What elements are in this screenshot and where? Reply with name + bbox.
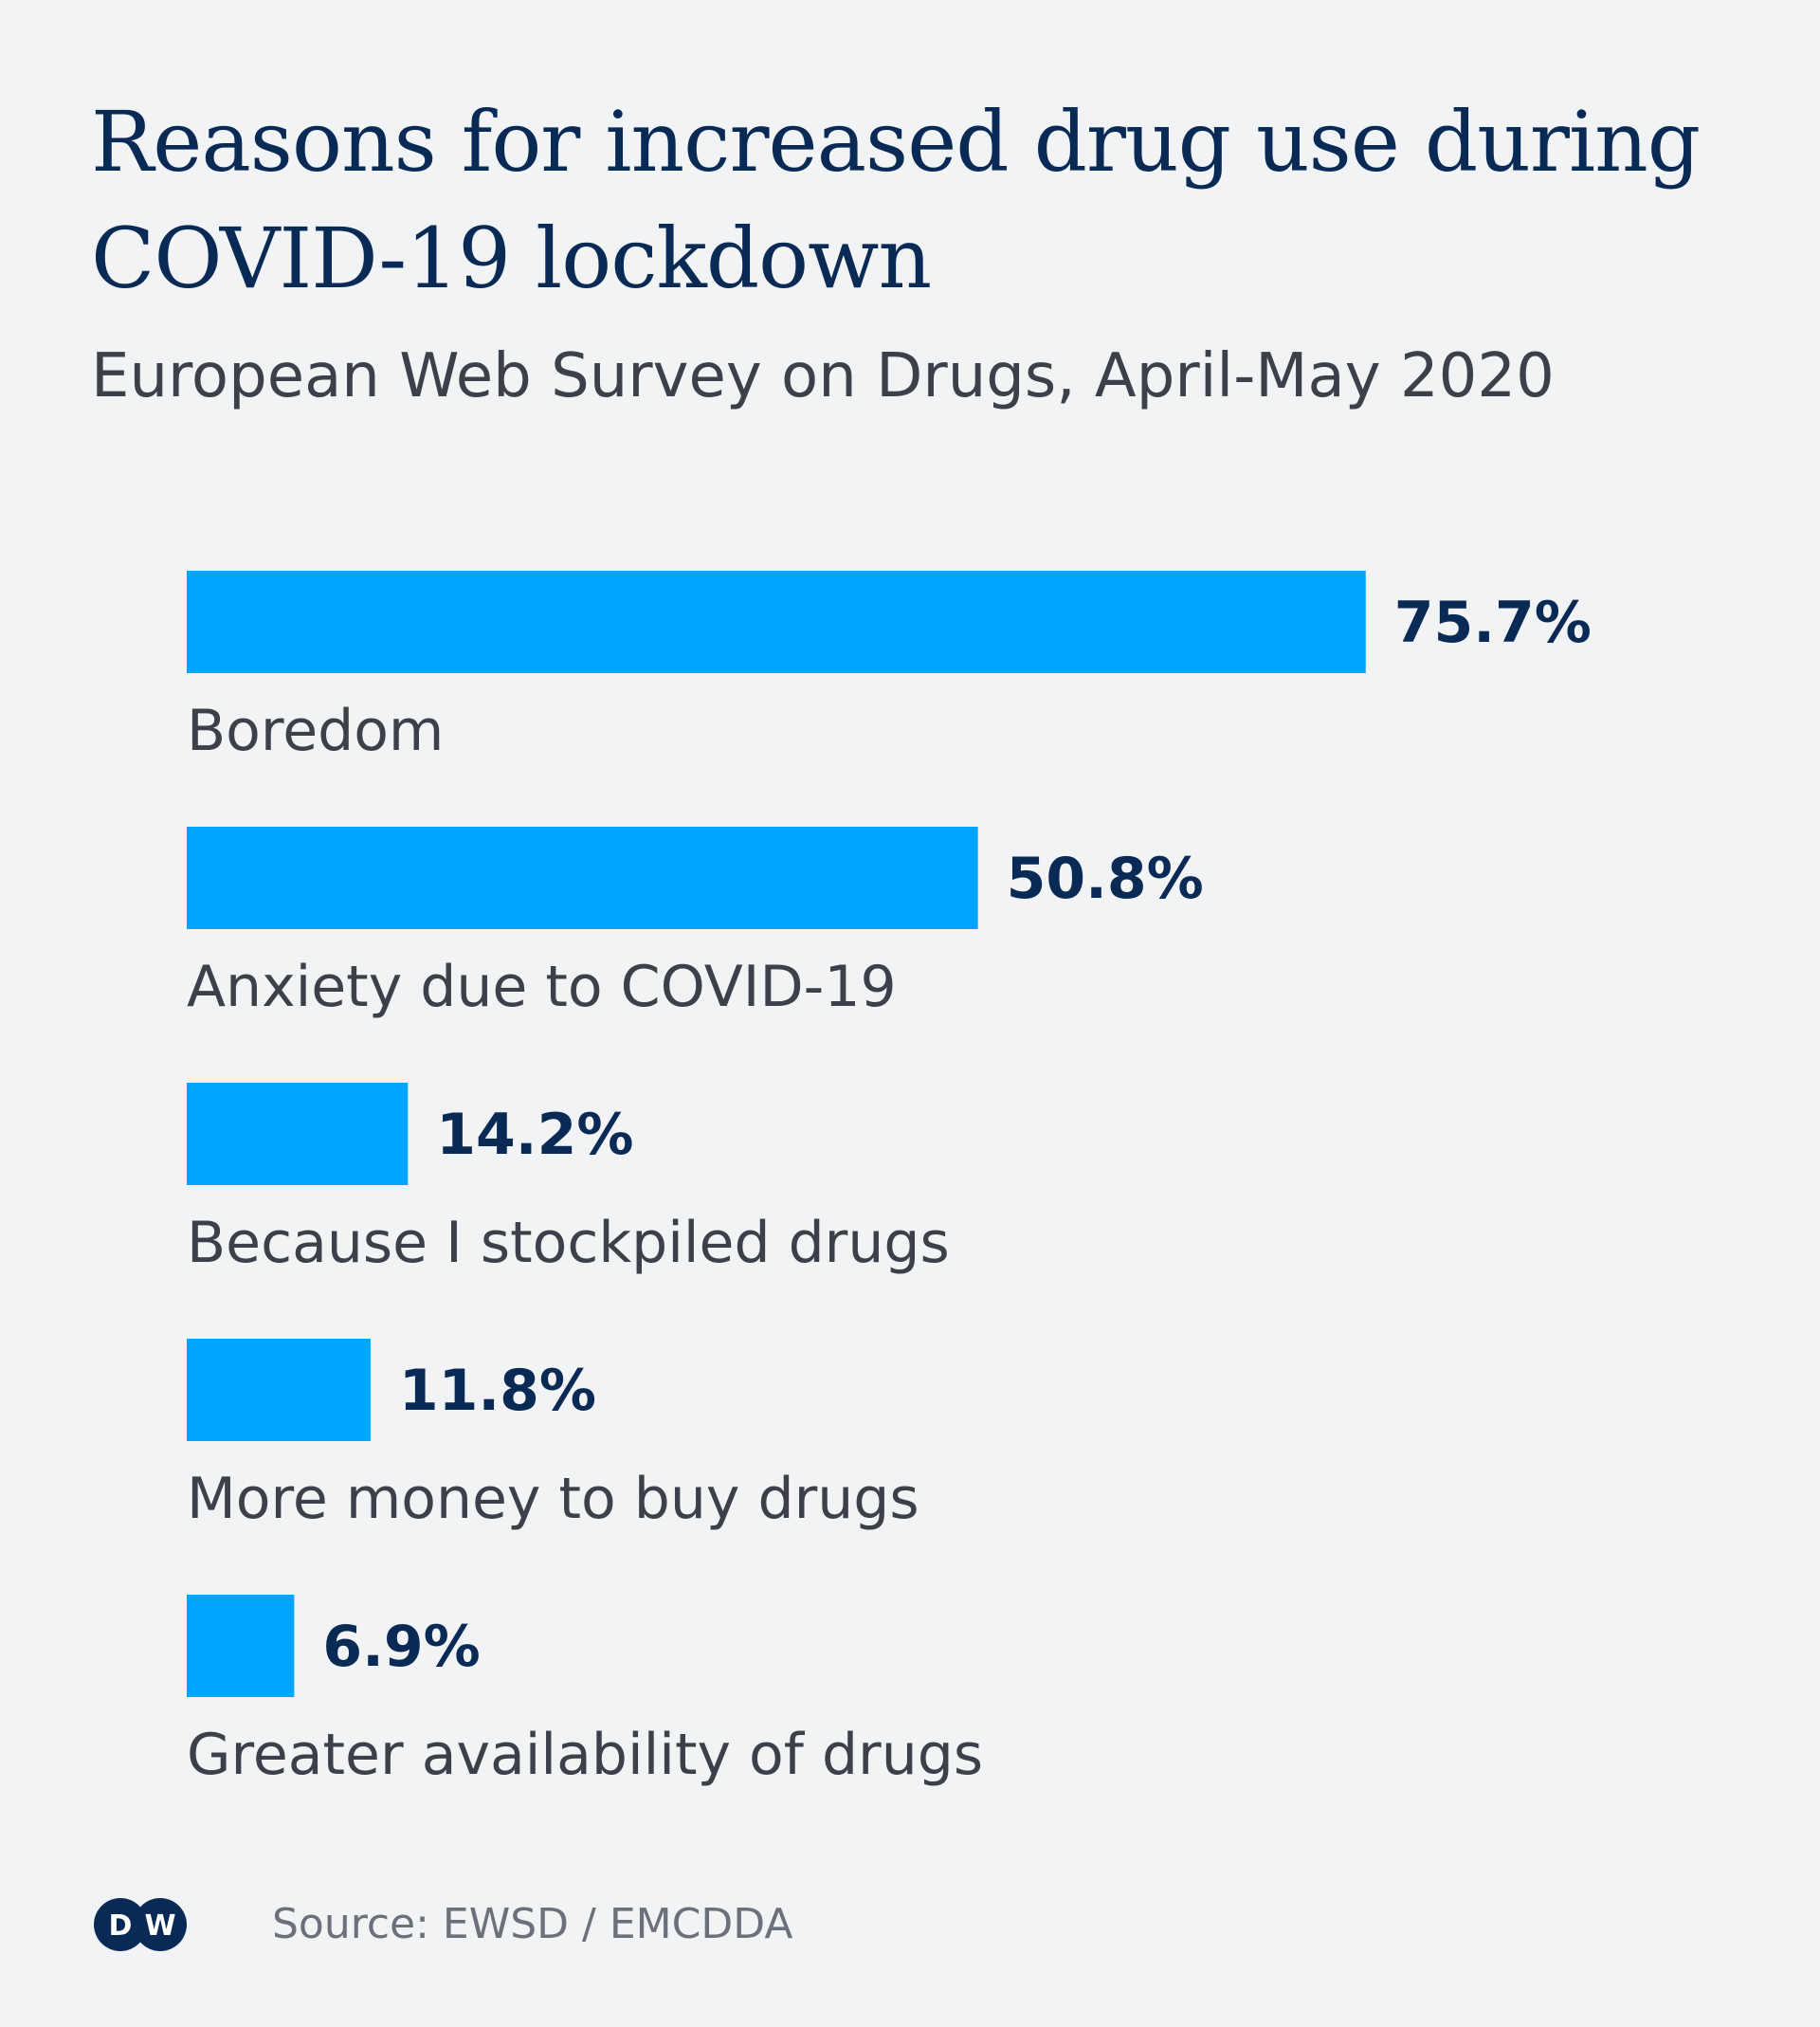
source-note: Source: EWSD / EMCDDA xyxy=(272,1900,793,1948)
svg-text:D: D xyxy=(109,1909,133,1943)
category-label: More money to buy drugs xyxy=(187,1466,919,1532)
category-label: Because I stockpiled drugs xyxy=(187,1210,950,1276)
value-label: 75.7% xyxy=(1394,590,1592,656)
value-label: 14.2% xyxy=(436,1102,633,1168)
bar xyxy=(187,1083,409,1185)
category-label: Boredom xyxy=(187,698,444,764)
category-label: Anxiety due to COVID-19 xyxy=(187,954,897,1020)
chart-subtitle: European Web Survey on Drugs, April-May … xyxy=(91,341,1555,411)
value-label: 11.8% xyxy=(399,1358,596,1424)
value-label: 50.8% xyxy=(1007,846,1204,912)
svg-text:W: W xyxy=(144,1909,175,1943)
bar xyxy=(187,1595,295,1697)
bar xyxy=(187,827,978,929)
bar xyxy=(187,1339,371,1441)
category-label: Greater availability of drugs xyxy=(187,1722,983,1788)
dw-logo-icon: D W xyxy=(94,1898,187,1951)
value-label: 6.9% xyxy=(322,1614,480,1680)
footer: D W Source: EWSD / EMCDDA xyxy=(91,1894,792,1955)
chart-title: Reasons for increased drug use during CO… xyxy=(91,93,1701,307)
bar xyxy=(187,571,1366,673)
